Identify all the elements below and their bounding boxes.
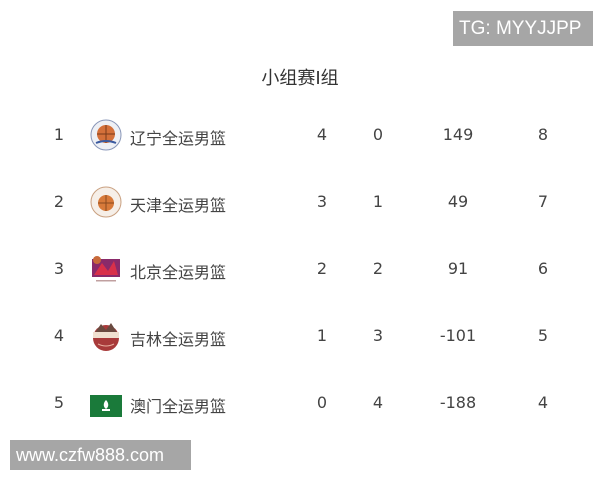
- table-row: 4 吉林全运男篮 1 3 -101 5: [0, 316, 600, 356]
- point-diff: -101: [439, 326, 477, 345]
- wins: 0: [316, 393, 328, 412]
- point-diff: 91: [447, 259, 469, 278]
- losses: 0: [372, 125, 384, 144]
- table-row: 5 澳门全运男篮 0 4 -188 4: [0, 383, 600, 423]
- rank: 1: [53, 125, 65, 144]
- team-name: 吉林全运男篮: [130, 330, 227, 349]
- losses: 3: [372, 326, 384, 345]
- team-name: 天津全运男篮: [130, 196, 227, 215]
- team-name: 北京全运男篮: [130, 263, 227, 282]
- beijing-logo-icon: [92, 256, 120, 282]
- table-row: 1 辽宁全运男篮 4 0 149 8: [0, 115, 600, 155]
- points: 5: [537, 326, 549, 345]
- wins: 3: [316, 192, 328, 211]
- watermark-bottom: www.czfw888.com: [10, 440, 191, 470]
- table-row: 3 北京全运男篮 2 2 91 6: [0, 249, 600, 289]
- point-diff: 149: [442, 125, 474, 144]
- point-diff: 49: [447, 192, 469, 211]
- rank: 2: [53, 192, 65, 211]
- jilin-logo-icon: [93, 323, 119, 351]
- rank: 5: [53, 393, 65, 412]
- table-row: 2 天津全运男篮 3 1 49 7: [0, 182, 600, 222]
- team-name: 澳门全运男篮: [130, 397, 227, 416]
- point-diff: -188: [439, 393, 477, 412]
- losses: 2: [372, 259, 384, 278]
- points: 6: [537, 259, 549, 278]
- losses: 4: [372, 393, 384, 412]
- wins: 1: [316, 326, 328, 345]
- rank: 3: [53, 259, 65, 278]
- page-title: 小组赛I组: [261, 68, 339, 89]
- wins: 4: [316, 125, 328, 144]
- tianjin-logo-icon: [90, 186, 122, 218]
- wins: 2: [316, 259, 328, 278]
- points: 4: [537, 393, 549, 412]
- points: 8: [537, 125, 549, 144]
- rank: 4: [53, 326, 65, 345]
- team-name: 辽宁全运男篮: [130, 129, 227, 148]
- macau-flag-icon: [90, 395, 122, 417]
- losses: 1: [372, 192, 384, 211]
- watermark-top: TG: MYYJJPP: [453, 11, 593, 46]
- liaoning-logo-icon: [90, 119, 122, 151]
- points: 7: [537, 192, 549, 211]
